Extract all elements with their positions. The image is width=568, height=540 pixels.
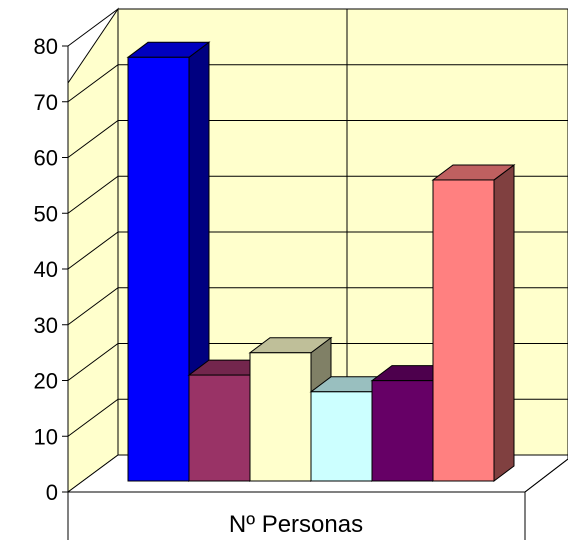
gridline [67,175,568,214]
y-tick-labels: 0 10 20 30 40 50 60 70 80 [34,34,58,505]
y-tick-label: 30 [34,313,58,338]
bar-front [188,374,251,482]
gridline [67,231,568,270]
floor-edge [524,458,568,493]
bar [431,163,516,482]
y-tick-label: 50 [34,201,58,226]
bar-front [127,56,190,482]
bars [126,41,516,482]
gridline [67,287,568,326]
bar-front [310,391,373,482]
category-axis: Nº Personas [229,511,363,538]
gridline [67,120,568,158]
y-tick-label: 20 [34,369,58,394]
bar-front [432,179,495,482]
gridline [67,64,568,103]
y-tick-label: 10 [34,424,58,449]
gridline [67,8,568,47]
gridline [67,343,568,381]
y-tick-label: 60 [34,146,58,171]
axes [62,45,568,540]
bar-side [493,163,515,482]
y-tick-label: 70 [34,90,58,115]
category-label: Nº Personas [229,511,363,538]
y-tick-label: 80 [34,34,58,59]
bar-front [249,352,312,482]
gridlines [67,8,568,455]
y-tick-label: 0 [46,480,58,505]
y-tick-label: 40 [34,257,58,282]
bar-front [371,380,434,482]
